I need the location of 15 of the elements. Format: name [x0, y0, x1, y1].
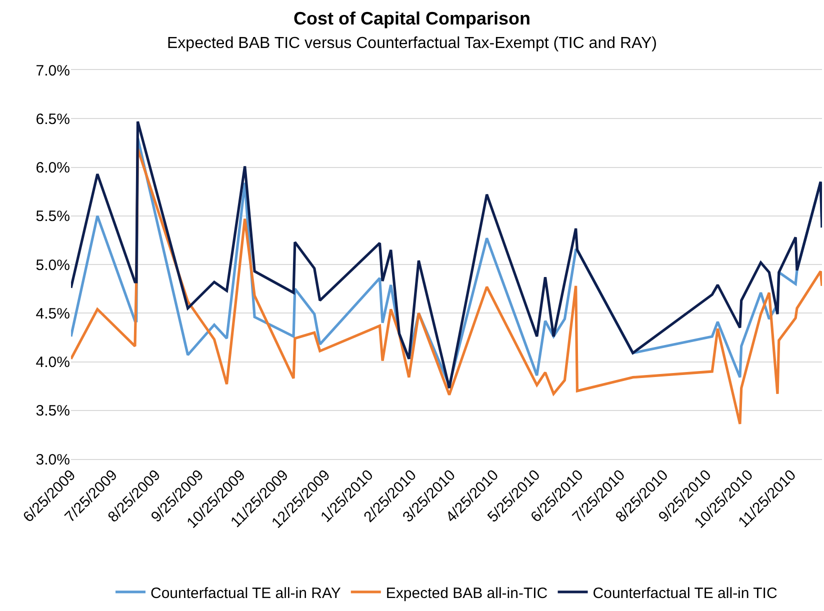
y-tick-label: 6.0%	[36, 160, 70, 176]
y-tick-label: 3.5%	[36, 402, 70, 420]
chart-title: Cost of Capital Comparison	[293, 8, 531, 28]
legend-label: Counterfactual TE all-in RAY	[150, 584, 341, 602]
legend-label: Counterfactual TE all-in TIC	[592, 584, 778, 602]
y-tick-label: 4.0%	[36, 354, 70, 371]
chart-subtitle: Expected BAB TIC versus Counterfactual Tax-Exempt (TIC and RAY)	[167, 34, 657, 52]
y-tick-label: 5.5%	[36, 208, 70, 226]
y-tick-label: 7.0%	[36, 62, 70, 80]
y-tick-label: 6.5%	[36, 110, 70, 128]
y-tick-label: 4.5%	[36, 305, 70, 322]
line-series	[71, 147, 822, 426]
legend-label: Expected BAB all-in-TIC	[386, 584, 548, 602]
y-tick-label: 5.0%	[36, 256, 70, 274]
y-tick-label: 3.0%	[36, 451, 70, 468]
